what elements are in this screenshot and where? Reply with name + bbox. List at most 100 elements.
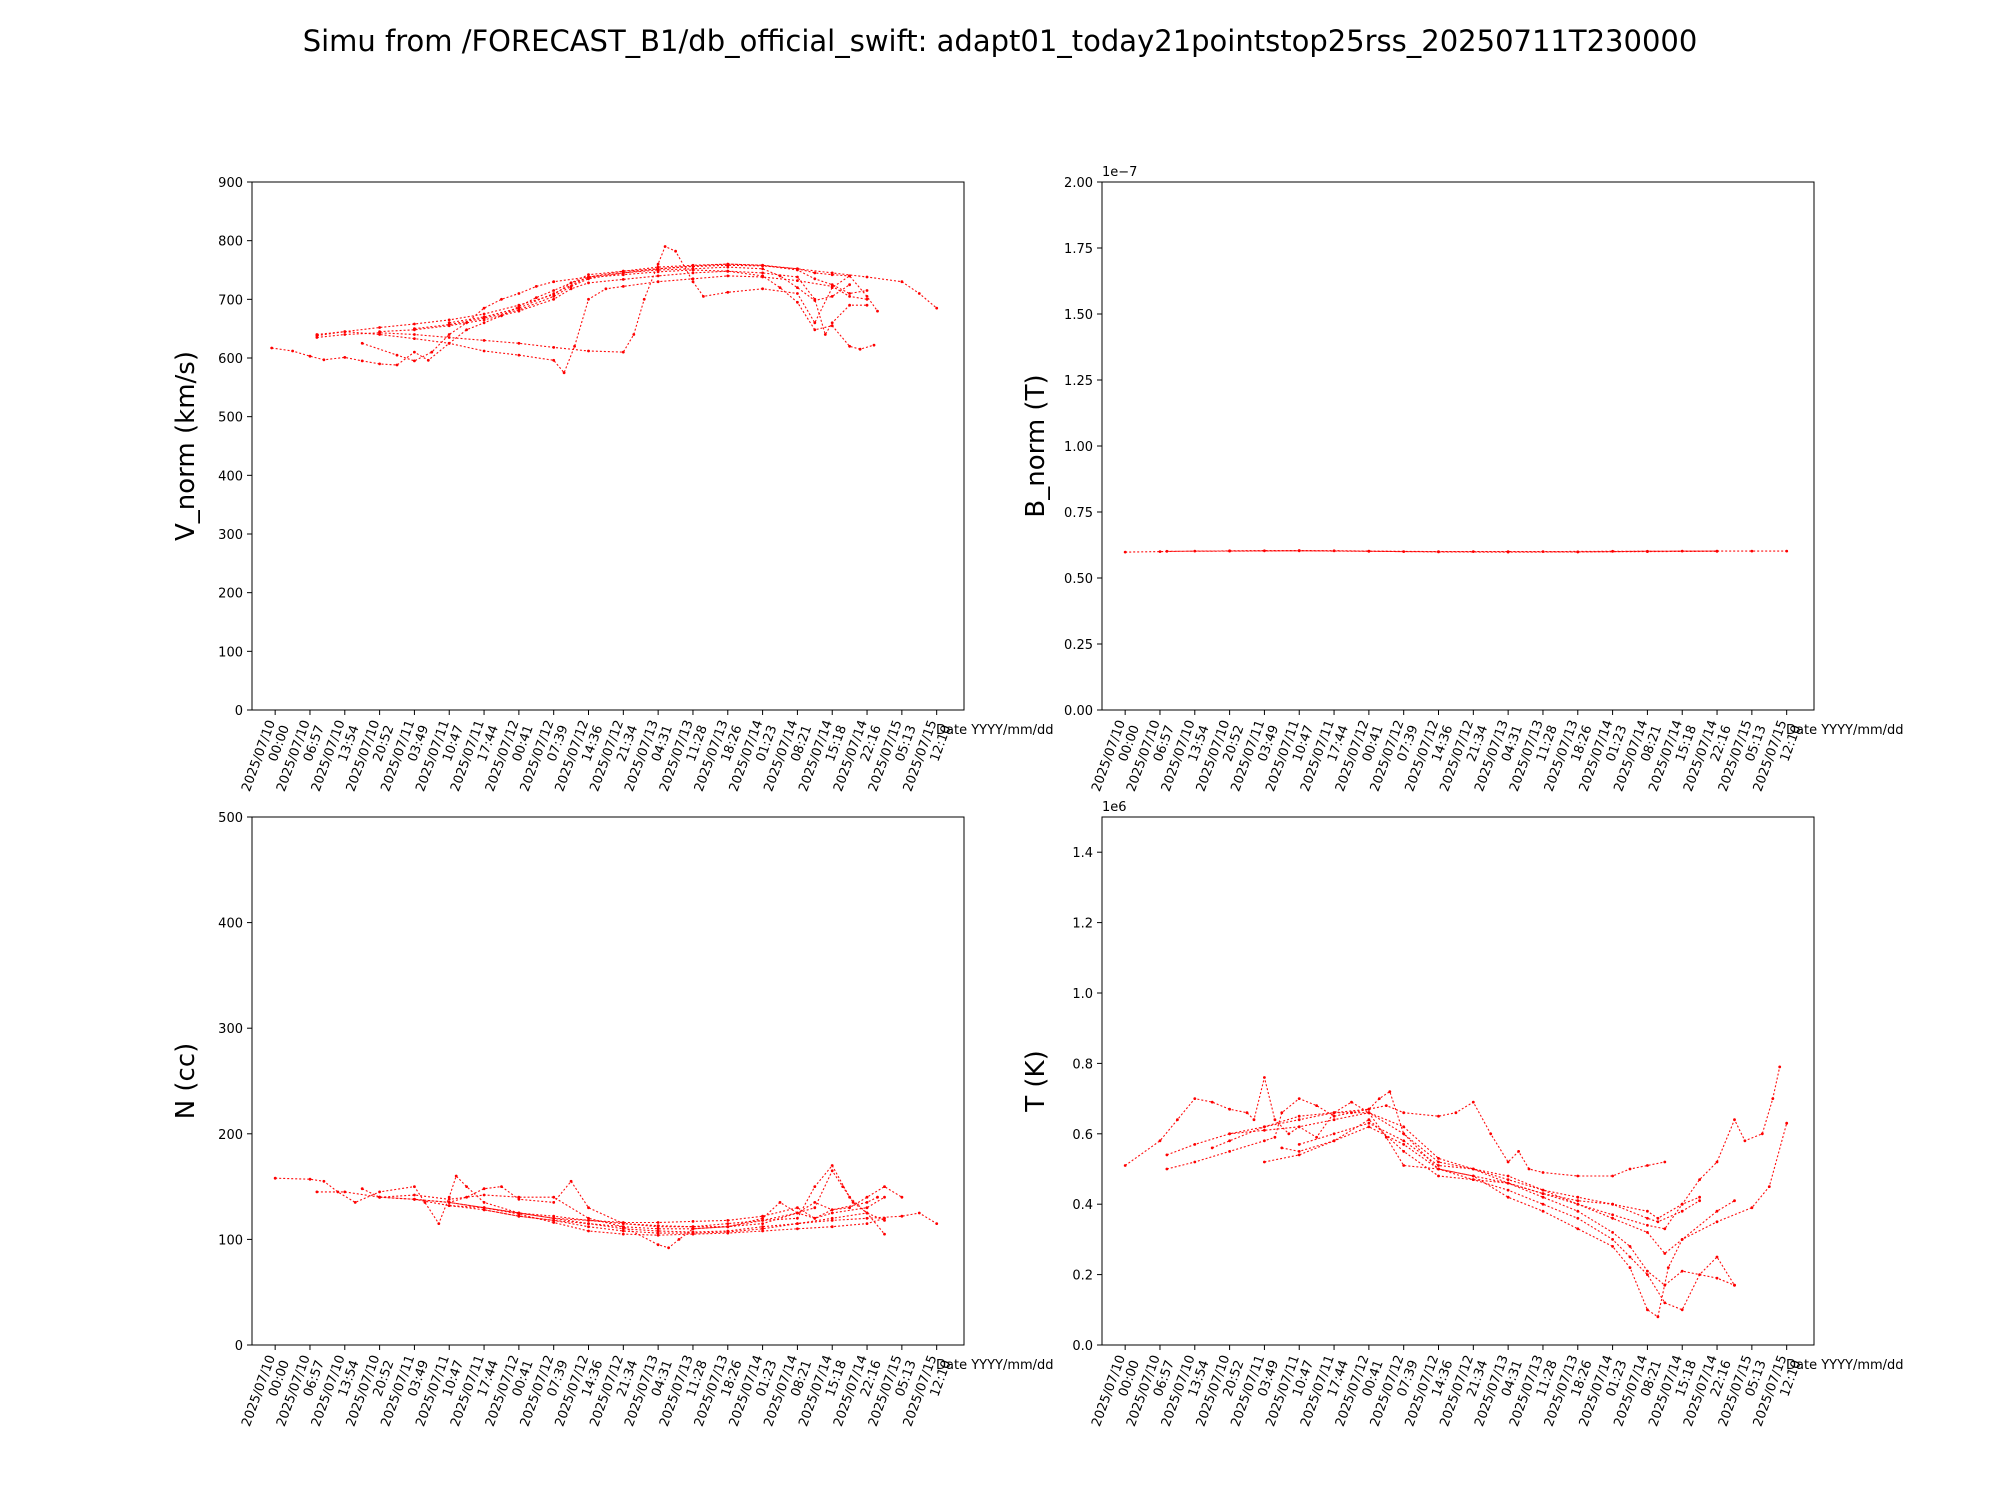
data-point-magnetic-field (1785, 549, 1789, 553)
data-point-density (841, 1185, 845, 1188)
data-point-velocity (517, 292, 521, 295)
data-point-velocity (378, 362, 381, 366)
data-point-velocity (858, 347, 862, 351)
data-point-density (378, 1195, 381, 1199)
figure-suptitle: Simu from /FORECAST_B1/db_official_swift… (303, 24, 1698, 58)
data-point-density (761, 1214, 764, 1218)
data-point-density (830, 1208, 834, 1212)
data-point-density (423, 1201, 427, 1204)
data-point-magnetic-field (1437, 550, 1440, 553)
data-point-density (691, 1225, 695, 1229)
data-point-velocity (726, 274, 730, 278)
data-point-velocity (656, 267, 660, 271)
data-point-temperature (1402, 1164, 1406, 1167)
data-point-velocity (465, 328, 468, 332)
data-point-density (883, 1216, 886, 1220)
data-point-velocity (360, 359, 364, 363)
data-point-velocity (830, 321, 834, 325)
data-point-density (761, 1216, 764, 1220)
x-axis-label-temperature: Date YYYY/mm/dd (1786, 1358, 1904, 1373)
data-point-temperature (1715, 1209, 1719, 1213)
data-point-density (437, 1222, 441, 1225)
data-point-velocity (552, 280, 556, 284)
data-point-temperature (1367, 1121, 1371, 1125)
data-point-temperature (1663, 1283, 1667, 1287)
y-tick-label-velocity: 600 (218, 352, 243, 367)
data-point-density (726, 1222, 730, 1225)
data-point-magnetic-field (1506, 550, 1510, 553)
y-tick-label-temperature: 0.0 (1072, 1339, 1093, 1354)
data-point-velocity (562, 371, 566, 375)
data-point-density (587, 1206, 590, 1210)
data-point-density (667, 1246, 670, 1250)
data-point-density (883, 1195, 886, 1199)
data-point-temperature (1193, 1160, 1197, 1164)
data-point-temperature (1541, 1171, 1545, 1174)
data-point-temperature (1245, 1111, 1249, 1115)
data-point-temperature (1402, 1143, 1406, 1146)
data-point-temperature (1332, 1118, 1336, 1122)
data-point-density (552, 1201, 556, 1204)
data-point-density (656, 1221, 660, 1224)
data-point-velocity (552, 346, 556, 349)
data-point-temperature (1715, 1255, 1719, 1259)
y-tick-label-velocity: 200 (218, 587, 243, 602)
data-point-density (656, 1229, 660, 1233)
data-point-density (883, 1232, 886, 1236)
series-line-density-3 (361, 1169, 868, 1249)
data-point-temperature (1437, 1167, 1440, 1171)
data-point-velocity (691, 264, 695, 268)
data-point-velocity (395, 363, 399, 367)
data-point-velocity (663, 245, 667, 248)
data-point-temperature (1733, 1283, 1736, 1287)
data-point-density (621, 1227, 625, 1231)
data-point-velocity (447, 321, 451, 325)
data-point-velocity (761, 271, 764, 275)
data-point-temperature (1402, 1125, 1406, 1129)
data-point-velocity (573, 344, 576, 348)
data-point-density (587, 1216, 590, 1220)
series-line-velocity-6 (414, 264, 850, 330)
data-point-temperature (1388, 1090, 1392, 1093)
data-point-density (726, 1231, 730, 1235)
data-point-velocity (865, 303, 869, 307)
data-point-temperature (1778, 1065, 1782, 1069)
data-point-temperature (1165, 1167, 1169, 1171)
data-point-temperature (1541, 1195, 1545, 1199)
data-point-velocity (900, 280, 904, 284)
data-point-density (830, 1216, 834, 1220)
data-point-velocity (726, 262, 730, 266)
data-point-velocity (813, 271, 817, 275)
data-point-velocity (935, 306, 939, 310)
y-tick-label-magnetic-field: 0.75 (1064, 506, 1093, 521)
data-point-velocity (632, 333, 636, 336)
data-point-velocity (291, 349, 294, 353)
data-point-temperature (1273, 1135, 1277, 1139)
y-tick-label-density: 500 (218, 811, 243, 826)
data-point-temperature (1471, 1100, 1475, 1104)
data-point-velocity (796, 279, 799, 282)
y-tick-label-velocity: 400 (218, 469, 243, 484)
data-point-velocity (482, 339, 486, 342)
data-point-temperature (1506, 1188, 1510, 1192)
data-point-velocity (482, 321, 486, 325)
data-point-velocity (813, 321, 817, 325)
data-point-velocity (848, 292, 851, 295)
data-point-velocity (830, 324, 834, 328)
data-point-density (761, 1225, 764, 1229)
data-point-temperature (1646, 1231, 1649, 1234)
data-point-density (482, 1201, 486, 1204)
data-point-density (552, 1214, 556, 1218)
data-point-temperature (1611, 1174, 1614, 1178)
data-point-temperature (1656, 1315, 1660, 1319)
data-point-temperature (1297, 1153, 1301, 1157)
data-point-velocity (413, 322, 416, 326)
data-point-velocity (796, 292, 799, 295)
data-point-velocity (761, 263, 764, 267)
data-point-velocity (552, 358, 556, 362)
y-tick-label-velocity: 100 (218, 645, 243, 660)
data-point-density (273, 1176, 277, 1180)
series-line-velocity-4 (362, 266, 850, 362)
data-point-temperature (1506, 1181, 1510, 1185)
